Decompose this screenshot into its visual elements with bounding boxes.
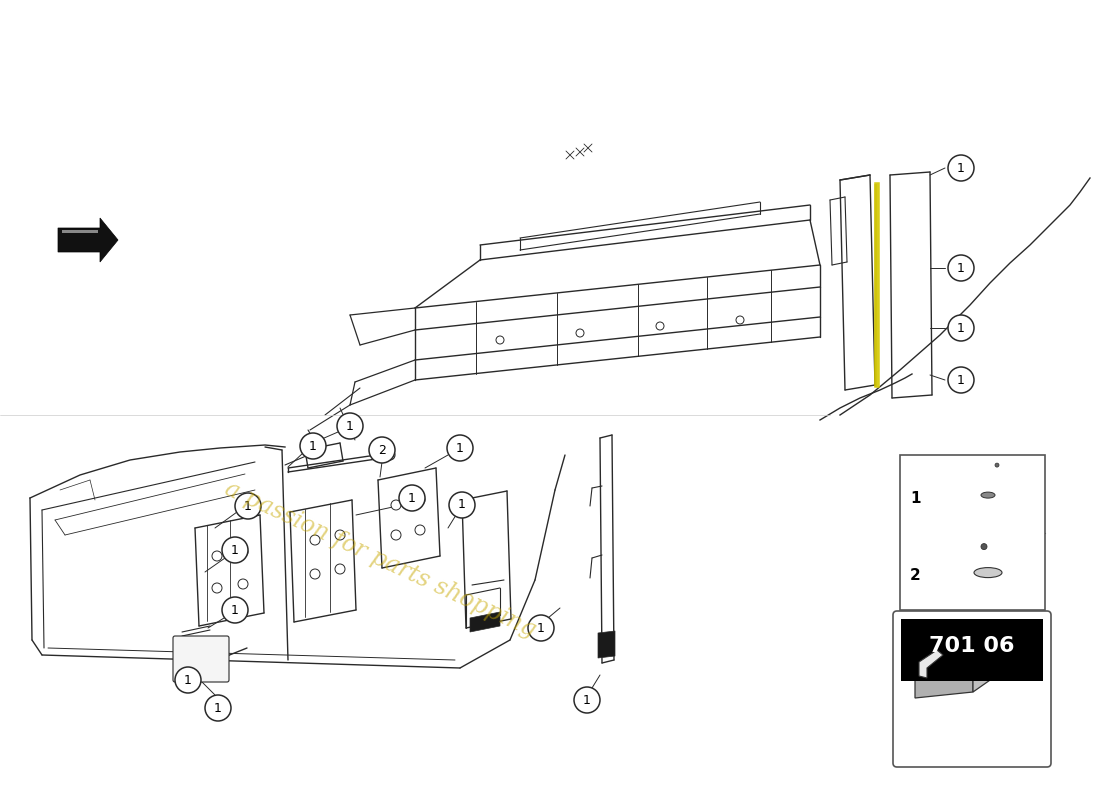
Bar — [901, 619, 1043, 681]
Circle shape — [415, 525, 425, 535]
FancyBboxPatch shape — [893, 611, 1050, 767]
Circle shape — [205, 695, 231, 721]
Circle shape — [238, 547, 248, 557]
Text: 1: 1 — [910, 491, 921, 506]
Text: 1: 1 — [957, 162, 965, 174]
Circle shape — [222, 597, 248, 623]
Circle shape — [212, 551, 222, 561]
Text: 2: 2 — [910, 568, 921, 583]
Polygon shape — [915, 657, 993, 678]
Circle shape — [368, 437, 395, 463]
Circle shape — [337, 413, 363, 439]
Polygon shape — [915, 672, 974, 698]
Circle shape — [336, 530, 345, 540]
Circle shape — [212, 583, 222, 593]
Circle shape — [996, 463, 999, 467]
Circle shape — [447, 435, 473, 461]
Circle shape — [736, 316, 744, 324]
Circle shape — [948, 155, 974, 181]
Polygon shape — [598, 631, 615, 658]
Text: 1: 1 — [231, 603, 239, 617]
Circle shape — [310, 535, 320, 545]
Text: 1: 1 — [957, 322, 965, 334]
Circle shape — [948, 255, 974, 281]
Text: 1: 1 — [408, 491, 416, 505]
FancyBboxPatch shape — [173, 636, 229, 682]
Circle shape — [948, 367, 974, 393]
Polygon shape — [974, 657, 993, 692]
Circle shape — [238, 579, 248, 589]
Text: 1: 1 — [184, 674, 191, 686]
Text: a passion for parts shopping: a passion for parts shopping — [221, 478, 539, 642]
Circle shape — [656, 322, 664, 330]
Circle shape — [390, 500, 402, 510]
Text: 1: 1 — [456, 442, 464, 454]
Ellipse shape — [981, 492, 996, 498]
Polygon shape — [62, 230, 98, 233]
Circle shape — [300, 433, 326, 459]
Text: 1: 1 — [537, 622, 544, 634]
Circle shape — [496, 336, 504, 344]
Text: 1: 1 — [458, 498, 466, 511]
Bar — [900, 455, 1045, 610]
Polygon shape — [470, 612, 500, 632]
Circle shape — [948, 315, 974, 341]
Text: 1: 1 — [231, 543, 239, 557]
Circle shape — [415, 495, 425, 505]
Circle shape — [175, 667, 201, 693]
Text: 1: 1 — [214, 702, 222, 714]
Circle shape — [449, 492, 475, 518]
Circle shape — [981, 544, 987, 550]
Text: 1: 1 — [583, 694, 591, 706]
Circle shape — [399, 485, 425, 511]
Text: 1: 1 — [957, 374, 965, 386]
Circle shape — [576, 329, 584, 337]
Text: 1: 1 — [244, 499, 252, 513]
Text: 701 06: 701 06 — [930, 636, 1014, 656]
Text: 1: 1 — [957, 262, 965, 274]
Circle shape — [336, 564, 345, 574]
Circle shape — [222, 537, 248, 563]
Polygon shape — [58, 218, 118, 262]
Circle shape — [574, 687, 600, 713]
Circle shape — [310, 569, 320, 579]
Text: 2: 2 — [378, 443, 386, 457]
Polygon shape — [918, 650, 943, 678]
Circle shape — [528, 615, 554, 641]
Circle shape — [390, 530, 402, 540]
Circle shape — [385, 450, 395, 460]
Text: 1: 1 — [346, 419, 354, 433]
Circle shape — [235, 493, 261, 519]
Ellipse shape — [974, 568, 1002, 578]
Text: 1: 1 — [309, 439, 317, 453]
